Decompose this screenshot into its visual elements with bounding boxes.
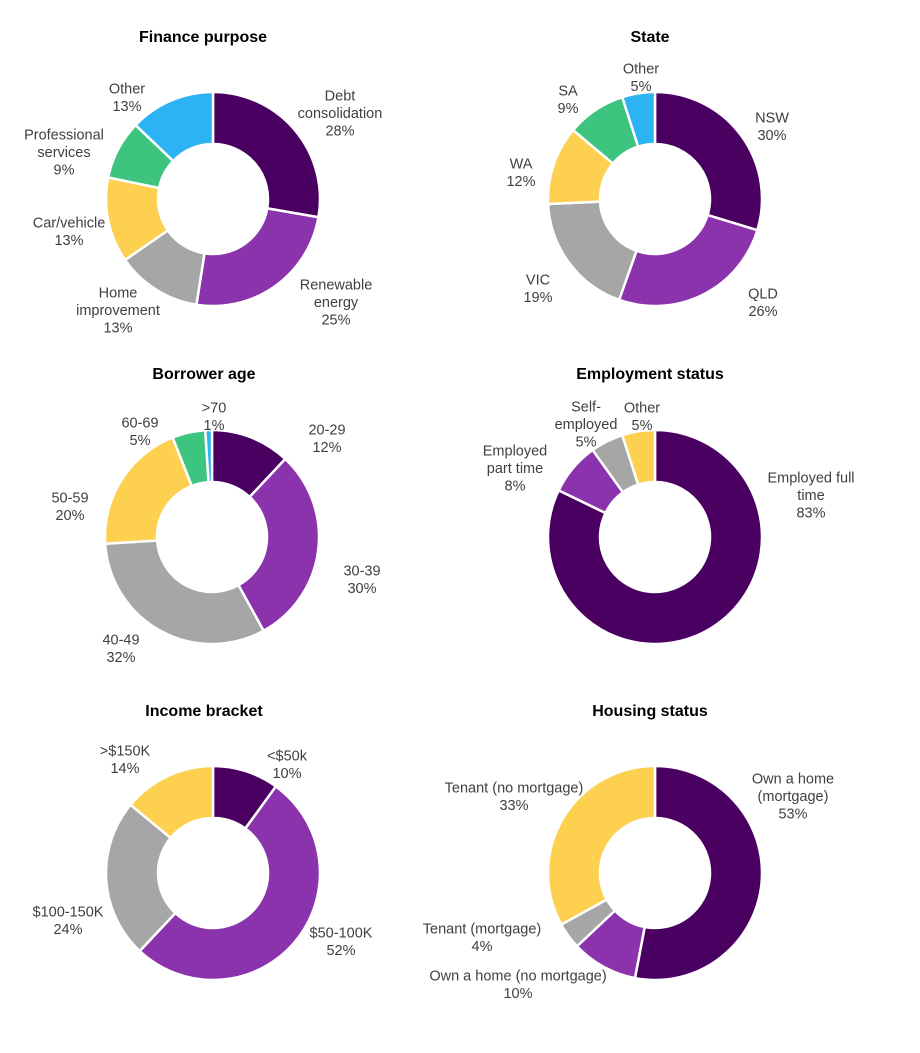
income-bracket-slice-150k (129, 764, 215, 840)
employment-status-label-self-employed: Self-employed 5% (555, 400, 618, 451)
borrower-age-label-50-59: 50-59 20% (51, 490, 88, 524)
borrower-age-label-30-39: 30-39 30% (343, 563, 380, 597)
housing-status-slice-own-a-home-mortgage (633, 764, 764, 982)
borrower-age-label-70: >70 1% (202, 400, 227, 434)
borrower-age-label-40-49: 40-49 32% (102, 632, 139, 666)
housing-status-label-own-a-home-no-mortgage: Own a home (no mortgage) 10% (429, 968, 606, 1002)
income-bracket-chart: Income bracket <$50k 10% $50-100K 52% $100-15… (33, 703, 373, 982)
finance-purpose-label-renewable-energy: Renewable energy 25% (300, 278, 373, 329)
state-label-sa: SA 9% (558, 83, 579, 117)
income-bracket-label-50k: <$50k 10% (267, 748, 308, 782)
housing-status-title: Housing status (592, 703, 708, 720)
borrower-age-label-60-69: 60-69 5% (121, 415, 158, 449)
housing-status-label-tenant-no-mortgage: Tenant (no mortgage) 33% (445, 780, 584, 814)
employment-status-label-employed-part-time: Employed part time 8% (483, 444, 547, 495)
state-label-other: Other 5% (623, 61, 659, 95)
housing-status-slice-tenant-no-mortgage (546, 764, 657, 926)
income-bracket-label-100-150k: $100-150K 24% (33, 904, 104, 938)
state-slice-nsw (653, 90, 764, 232)
borrower-age-slice-40-49 (103, 539, 265, 646)
income-bracket-title: Income bracket (145, 703, 263, 720)
borrower-age-chart: Borrower age 20-29 12% 30-39 30% 40-49 32% 50-5… (51, 366, 380, 666)
state-chart: State NSW 30% QLD 26% VIC 19% WA 12% SA 9% Other 5% (506, 29, 789, 320)
employment-status-title: Employment status (576, 366, 724, 383)
state-label-vic: VIC 19% (523, 272, 552, 306)
borrower-age-slice-70 (204, 428, 214, 484)
employment-status-label-other: Other 5% (624, 400, 660, 434)
employment-status-label-employed-full-time: Employed full time 83% (767, 471, 854, 522)
housing-status-label-tenant-mortgage: Tenant (mortgage) 4% (423, 921, 541, 955)
employment-status-chart: Employment status Employed full time 83% Emp… (483, 366, 855, 646)
employment-status-slice-other (621, 428, 657, 486)
income-bracket-slice-50-100k (138, 785, 322, 982)
state-title: State (630, 29, 669, 46)
state-label-qld: QLD 26% (748, 286, 778, 320)
state-label-nsw: NSW 30% (755, 110, 789, 144)
finance-purpose-slice-other (134, 90, 215, 163)
income-bracket-label-50-100k: $50-100K 52% (310, 925, 373, 959)
finance-purpose-chart: Finance purpose Debt consolidation 28% Renew… (24, 29, 382, 337)
finance-purpose-label-other: Other 13% (109, 81, 145, 115)
income-bracket-label-150k: >$150K 14% (100, 743, 151, 777)
borrower-age-slice-30-39 (237, 457, 321, 633)
finance-purpose-label-car-vehicle: Car/vehicle 13% (33, 215, 106, 249)
finance-purpose-label-debt-consolidation: Debt consolidation 28% (298, 89, 383, 140)
employment-status-slice-employed-full-time (546, 428, 764, 646)
finance-purpose-label-home-improvement: Home improvement 13% (76, 286, 160, 337)
state-slice-qld (617, 213, 759, 308)
finance-purpose-title: Finance purpose (139, 29, 267, 46)
borrower-age-label-20-29: 20-29 12% (308, 422, 345, 456)
housing-status-label-own-a-home-mortgage: Own a home (mortgage) 53% (752, 772, 834, 823)
income-bracket-slice-100-150k (104, 803, 177, 953)
finance-purpose-slice-debt-consolidation (211, 90, 322, 219)
state-label-wa: WA 12% (506, 156, 535, 190)
state-slice-other (621, 90, 657, 148)
housing-status-chart: Housing status Own a home (mortgage) 53% Own… (423, 703, 834, 1002)
finance-purpose-slice-renewable-energy (195, 207, 320, 308)
finance-purpose-label-professional-services: Professional services 9% (24, 128, 104, 179)
state-slice-vic (546, 200, 638, 302)
borrower-age-title: Borrower age (152, 366, 255, 383)
